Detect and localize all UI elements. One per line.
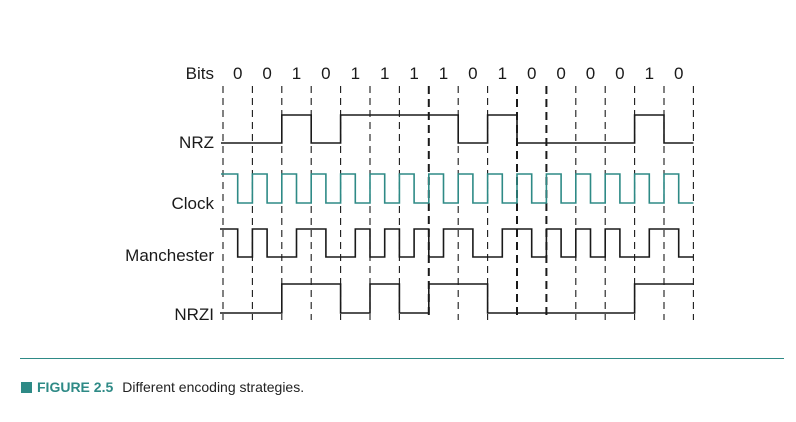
caption-text: Different encoding strategies. bbox=[122, 379, 305, 395]
bit-value: 1 bbox=[645, 64, 654, 83]
bit-value: 0 bbox=[556, 64, 565, 83]
clock-waveform bbox=[221, 173, 694, 204]
bit-value: 0 bbox=[468, 64, 477, 83]
nrzi-label: NRZI bbox=[174, 305, 214, 324]
bit-value: 0 bbox=[615, 64, 624, 83]
manchester-waveform bbox=[220, 228, 694, 258]
nrzi-waveform bbox=[220, 283, 694, 314]
bit-value: 1 bbox=[292, 64, 301, 83]
figure-number: FIGURE 2.5 bbox=[37, 379, 114, 395]
nrz-waveform bbox=[221, 114, 694, 144]
bit-value: 1 bbox=[498, 64, 507, 83]
figure-caption: FIGURE 2.5 Different encoding strategies… bbox=[21, 377, 304, 397]
bit-value: 1 bbox=[439, 64, 448, 83]
bit-value: 1 bbox=[380, 64, 389, 83]
bit-value: 0 bbox=[674, 64, 683, 83]
bit-values: 0 0 1 0 1 1 1 1 0 1 0 0 0 0 1 0 bbox=[233, 64, 683, 83]
encoding-diagram: Bits 0 0 1 0 1 1 1 1 0 1 0 0 0 0 1 0 NRZ Clock Manchest… bbox=[125, 64, 694, 324]
bit-value: 0 bbox=[233, 64, 242, 83]
bit-value: 1 bbox=[351, 64, 360, 83]
bit-value: 0 bbox=[586, 64, 595, 83]
manchester-label: Manchester bbox=[125, 246, 214, 265]
bit-value: 0 bbox=[321, 64, 330, 83]
bit-value: 0 bbox=[262, 64, 271, 83]
clock-label: Clock bbox=[171, 194, 214, 213]
bits-label: Bits bbox=[186, 64, 214, 83]
nrz-label: NRZ bbox=[179, 133, 214, 152]
bit-value: 1 bbox=[409, 64, 418, 83]
caption-divider bbox=[20, 358, 784, 359]
caption-square-icon bbox=[21, 381, 32, 393]
bit-value: 0 bbox=[527, 64, 536, 83]
